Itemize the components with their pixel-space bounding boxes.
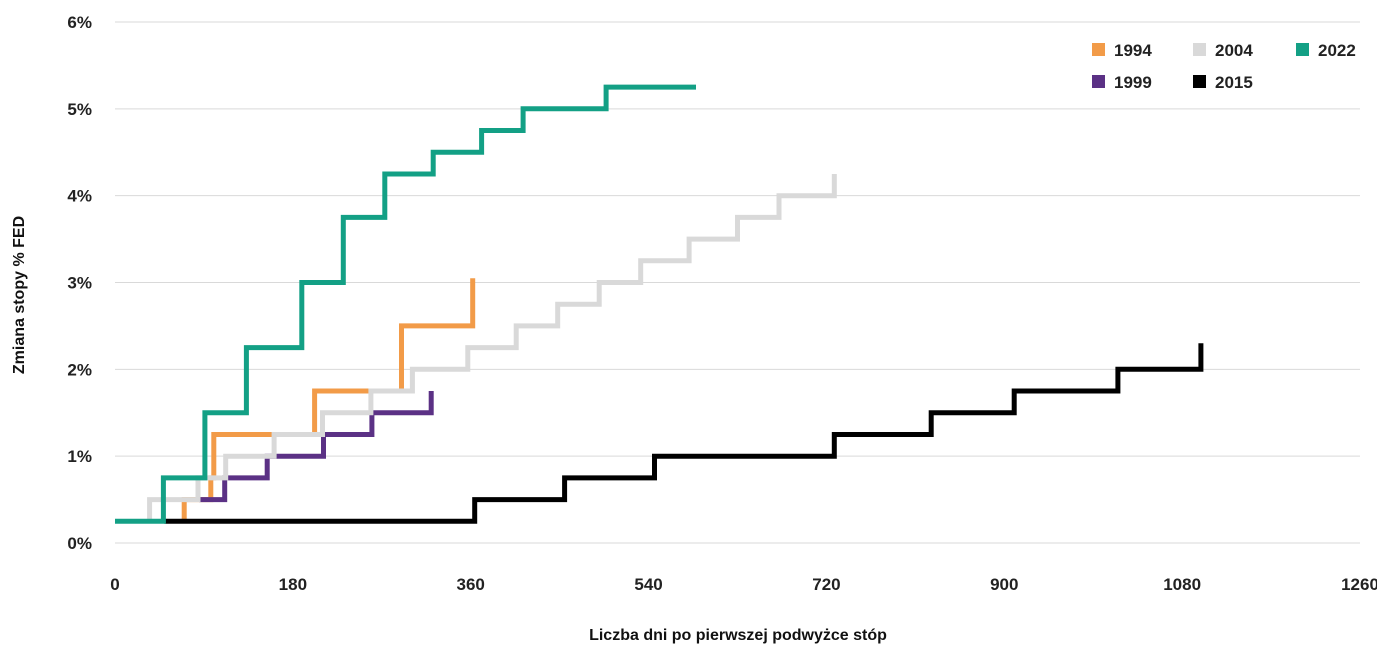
y-tick-labels: 0% 1% 2% 3% 4% 5% 6% bbox=[67, 13, 92, 553]
x-axis-title: Liczba dni po pierwszej podwyżce stóp bbox=[589, 627, 887, 644]
y-tick-label: 5% bbox=[67, 100, 92, 119]
series-lines bbox=[115, 84, 1204, 524]
series-line-2022 bbox=[115, 84, 696, 524]
legend-swatch-2015 bbox=[1193, 75, 1206, 88]
x-tick-label: 180 bbox=[279, 575, 307, 594]
x-tick-label: 720 bbox=[812, 575, 840, 594]
x-tick-label: 900 bbox=[990, 575, 1018, 594]
legend-swatch-2004 bbox=[1193, 43, 1206, 56]
y-tick-label: 4% bbox=[67, 187, 92, 206]
legend-swatch-1994 bbox=[1092, 43, 1105, 56]
legend-label-2022: 2022 bbox=[1318, 41, 1356, 60]
y-tick-label: 1% bbox=[67, 447, 92, 466]
y-tick-label: 6% bbox=[67, 13, 92, 32]
x-tick-label: 1260 bbox=[1341, 575, 1377, 594]
series-line-2004 bbox=[147, 174, 837, 522]
legend: 1994 1999 2004 2015 2022 bbox=[1092, 41, 1356, 92]
x-tick-label: 0 bbox=[110, 575, 119, 594]
y-tick-label: 0% bbox=[67, 534, 92, 553]
legend-label-2015: 2015 bbox=[1215, 73, 1253, 92]
y-tick-label: 3% bbox=[67, 274, 92, 293]
y-axis-title: Zmiana stopy % FED bbox=[11, 216, 28, 374]
series-line-1999 bbox=[199, 391, 434, 503]
y-tick-label: 2% bbox=[67, 360, 92, 379]
legend-label-1994: 1994 bbox=[1114, 41, 1152, 60]
legend-label-2004: 2004 bbox=[1215, 41, 1253, 60]
x-tick-labels: 0 180 360 540 720 900 1080 1260 bbox=[110, 575, 1377, 594]
legend-label-1999: 1999 bbox=[1114, 73, 1152, 92]
x-tick-label: 540 bbox=[634, 575, 662, 594]
x-tick-label: 360 bbox=[457, 575, 485, 594]
legend-swatch-2022 bbox=[1296, 43, 1309, 56]
series-line-2015 bbox=[164, 343, 1204, 524]
x-tick-label: 1080 bbox=[1163, 575, 1201, 594]
legend-swatch-1999 bbox=[1092, 75, 1105, 88]
